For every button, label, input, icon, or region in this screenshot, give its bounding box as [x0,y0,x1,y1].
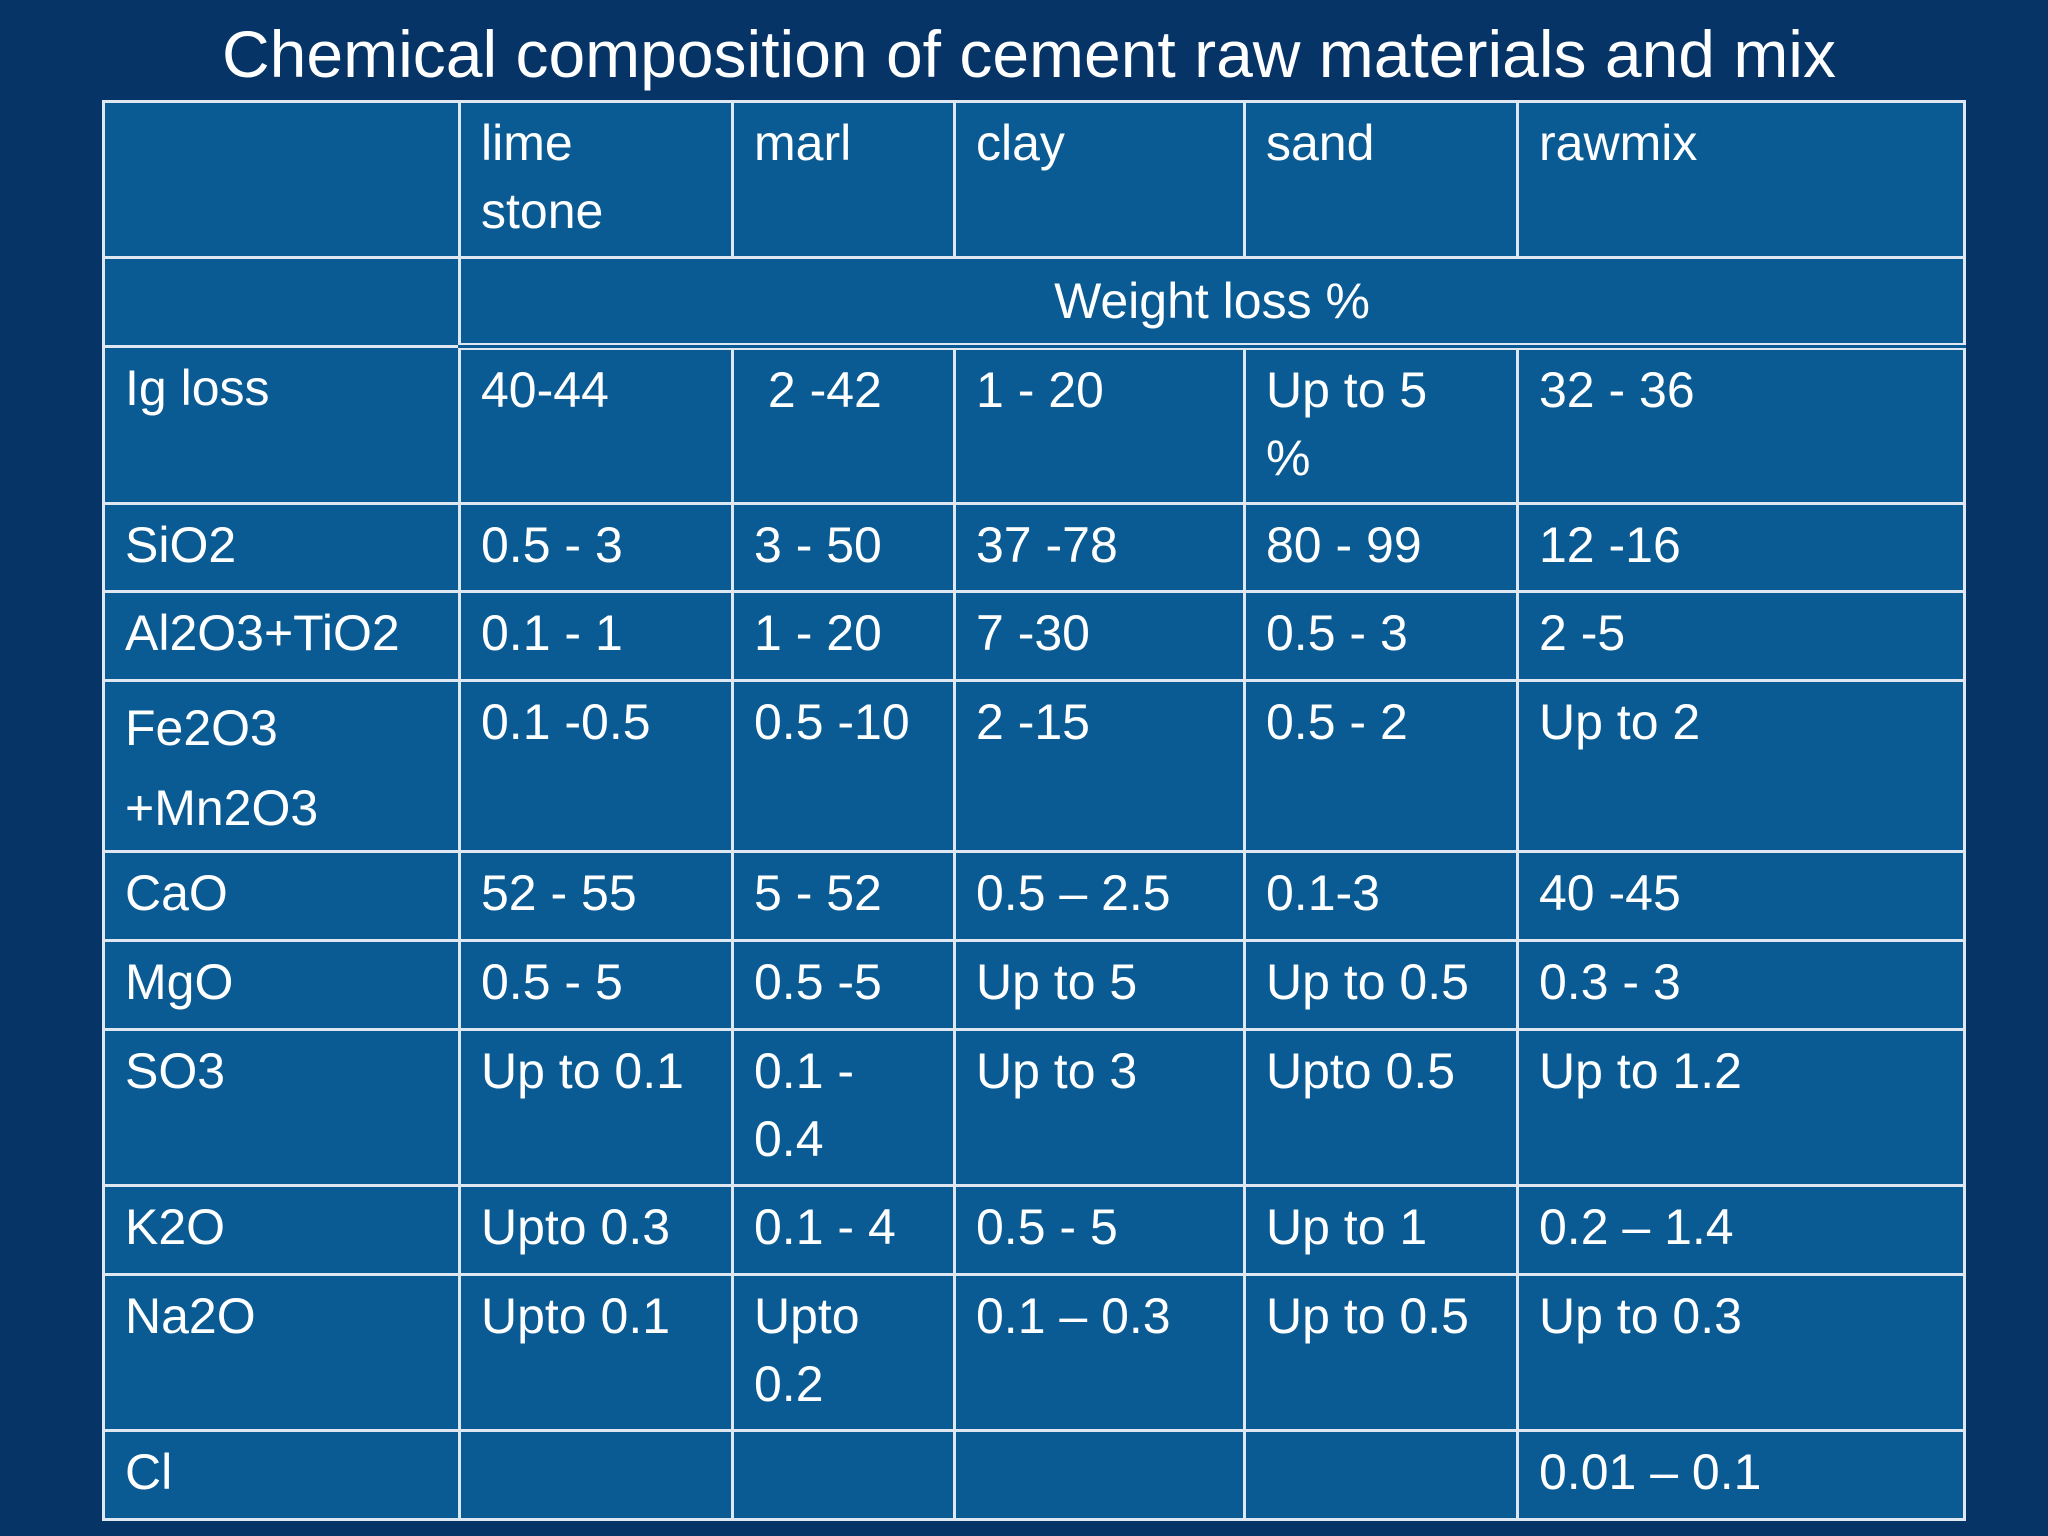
table-cell: 0.5 -5 [731,939,956,1031]
table-cell: Upto 0.3 [458,1184,734,1276]
table-cell: 12 -16 [1516,501,1966,594]
table-cell: 2 -15 [953,678,1246,853]
table-cell: Up to 5 [953,939,1246,1031]
table-cell: Upto 0.1 [458,1272,734,1433]
table-cell: 3 - 50 [731,501,956,594]
table-cell: 0.1 -0.5 [458,678,734,853]
row-label: Ig loss [102,345,461,505]
row-label: Fe2O3 +Mn2O3 [102,678,461,853]
table-cell: 7 -30 [953,590,1246,682]
table-cell: 2 -5 [1516,590,1966,682]
table-cell: 2 -42 [731,345,956,505]
column-header-clay: clay [953,100,1246,259]
table-cell: Up to 0.5 [1243,1272,1519,1433]
subheader-empty-cell [102,255,461,349]
table-cell: 0.1 – 0.3 [953,1272,1246,1433]
table-cell: Up to 0.1 [458,1027,734,1188]
table-cell: 0.5 -10 [731,678,956,853]
table-cell [953,1429,1246,1521]
table-cell: 5 - 52 [731,849,956,943]
column-header-sand: sand [1243,100,1519,259]
table-cell: 0.2 – 1.4 [1516,1184,1966,1276]
row-label: Cl [102,1429,461,1521]
table-cell: Up to 3 [953,1027,1246,1188]
table-cell: 0.5 - 5 [458,939,734,1031]
column-header-limestone: lime stone [458,100,734,259]
table-cell: Upto 0.2 [731,1272,956,1433]
table-row: SO3 Up to 0.1 0.1 - 0.4 Up to 3 Upto 0.5… [102,1027,1966,1188]
table-cell: 37 -78 [953,501,1246,594]
table-cell: 0.1 - 4 [731,1184,956,1276]
row-label: SiO2 [102,501,461,594]
column-header-marl: marl [731,100,956,259]
table-cell: 52 - 55 [458,849,734,943]
table-cell [1243,1429,1519,1521]
table-cell: Up to 2 [1516,678,1966,853]
table-cell: 0.5 - 2 [1243,678,1519,853]
weight-loss-subheader: Weight loss % [458,255,1966,351]
table-cell: 0.5 - 5 [953,1184,1246,1276]
table-cell: 0.5 - 3 [458,501,734,594]
table-cell [458,1429,734,1521]
column-header-rawmix: rawmix [1516,100,1966,259]
table-cell: 1 - 20 [953,345,1246,505]
header-row: lime stone marl clay sand rawmix [102,100,1966,259]
table-row: K2O Upto 0.3 0.1 - 4 0.5 - 5 Up to 1 0.2… [102,1184,1966,1276]
table-row: Na2O Upto 0.1 Upto 0.2 0.1 – 0.3 Up to 0… [102,1272,1966,1433]
table-cell [731,1429,956,1521]
slide-title: Chemical composition of cement raw mater… [222,17,1836,91]
table-row: MgO 0.5 - 5 0.5 -5 Up to 5 Up to 0.5 0.3… [102,939,1966,1031]
composition-table: lime stone marl clay sand rawmix Weight … [102,100,1966,1521]
table-cell: 32 - 36 [1516,345,1966,505]
table-cell: Up to 0.5 [1243,939,1519,1031]
table-row: CaO 52 - 55 5 - 52 0.5 – 2.5 0.1-3 40 -4… [102,849,1966,943]
table-cell: 0.01 – 0.1 [1516,1429,1966,1521]
subheader-row: Weight loss % [102,255,1966,351]
table-cell: Upto 0.5 [1243,1027,1519,1188]
table-row: Al2O3+TiO2 0.1 - 1 1 - 20 7 -30 0.5 - 3 … [102,590,1966,682]
table-cell: Up to 1.2 [1516,1027,1966,1188]
table-row: SiO2 0.5 - 3 3 - 50 37 -78 80 - 99 12 -1… [102,501,1966,594]
table-cell: 0.1-3 [1243,849,1519,943]
table-row: Ig loss 40-44 2 -42 1 - 20 Up to 5 % 32 … [102,345,1966,505]
table-cell: Up to 5 % [1243,345,1519,505]
table-cell: 0.5 - 3 [1243,590,1519,682]
table-cell: 40 -45 [1516,849,1966,943]
row-label: MgO [102,939,461,1031]
row-label: K2O [102,1184,461,1276]
table-row: Fe2O3 +Mn2O3 0.1 -0.5 0.5 -10 2 -15 0.5 … [102,678,1966,853]
row-label: Al2O3+TiO2 [102,590,461,682]
table-row: Cl 0.01 – 0.1 [102,1429,1966,1521]
row-label: SO3 [102,1027,461,1188]
corner-cell [102,100,461,259]
table-cell: 40-44 [458,345,734,505]
table-cell: 0.1 - 1 [458,590,734,682]
row-label: CaO [102,849,461,943]
table-cell: 1 - 20 [731,590,956,682]
table-cell: 0.1 - 0.4 [731,1027,956,1188]
table-cell: 0.5 – 2.5 [953,849,1246,943]
table-cell: 80 - 99 [1243,501,1519,594]
table-cell: Up to 1 [1243,1184,1519,1276]
row-label: Na2O [102,1272,461,1433]
table-cell: Up to 0.3 [1516,1272,1966,1433]
table-cell: 0.3 - 3 [1516,939,1966,1031]
